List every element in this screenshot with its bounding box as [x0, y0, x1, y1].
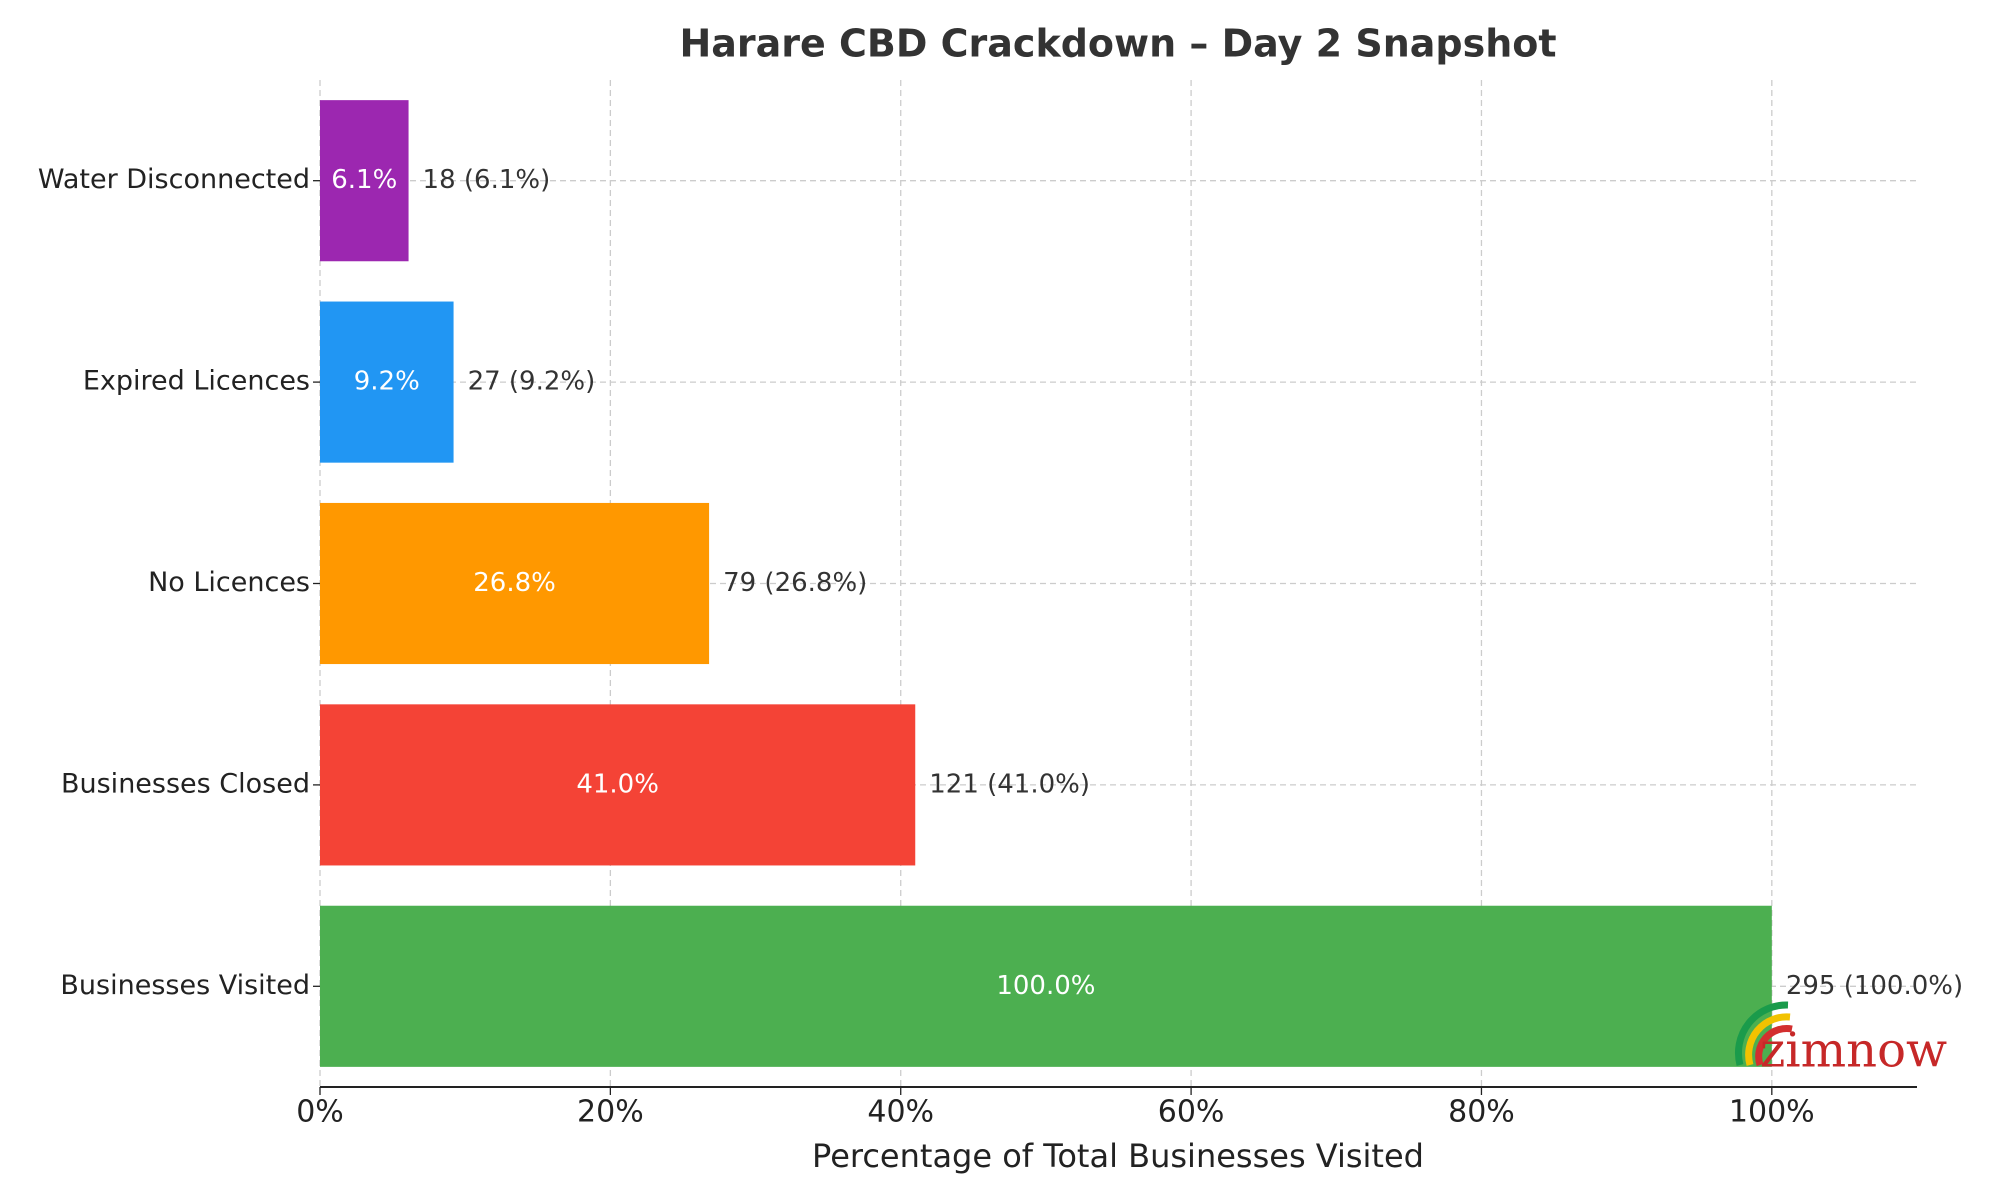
- x-tick-label: 80%: [1448, 1095, 1515, 1130]
- bar-count-label: 27 (9.2%): [468, 367, 596, 397]
- labels: 0% 20% 40% 60% 80% 100% Water Disconnected 6.1%…: [38, 164, 1963, 1129]
- y-tick-label: Water Disconnected: [38, 164, 310, 195]
- bar: [320, 100, 409, 262]
- x-tick-label: 0%: [296, 1095, 344, 1130]
- x-axis-label: Percentage of Total Businesses Visited: [812, 1137, 1424, 1175]
- bar-value-label: 6.1%: [331, 165, 397, 195]
- logo-arc: [1755, 1025, 1793, 1067]
- bar: [320, 905, 1772, 1067]
- watermark: zimnow: [1760, 1023, 1947, 1079]
- x-tick-label: 20%: [577, 1095, 644, 1130]
- y-tick-label: Expired Licences: [83, 366, 310, 397]
- chart-title: Harare CBD Crackdown – Day 2 Snapshot: [679, 22, 1556, 66]
- logo: zimnow: [1734, 1001, 1947, 1079]
- x-tick-label: 60%: [1158, 1095, 1225, 1130]
- bar-count-label: 18 (6.1%): [423, 165, 551, 195]
- bar-value-label: 41.0%: [576, 769, 659, 799]
- bar-value-label: 100.0%: [996, 971, 1095, 1001]
- y-tick-label: Businesses Visited: [60, 970, 310, 1001]
- bar: [320, 301, 454, 463]
- bars: [320, 100, 1772, 1067]
- logo-arc: [1734, 1001, 1789, 1066]
- x-tick-label: 40%: [867, 1095, 934, 1130]
- y-tick-label: No Licences: [148, 567, 310, 598]
- bar: [320, 502, 710, 665]
- bar-value-label: 26.8%: [473, 568, 556, 598]
- bar-count-label: 121 (41.0%): [929, 769, 1090, 799]
- logo-arc: [1745, 1013, 1791, 1066]
- bar-count-label: 295 (100.0%): [1786, 971, 1963, 1001]
- bar-count-label: 79 (26.8%): [723, 568, 867, 598]
- y-tick-label: Businesses Closed: [61, 768, 310, 799]
- bar-value-label: 9.2%: [354, 367, 420, 397]
- bar: [320, 704, 916, 866]
- x-tick-label: 100%: [1729, 1095, 1815, 1130]
